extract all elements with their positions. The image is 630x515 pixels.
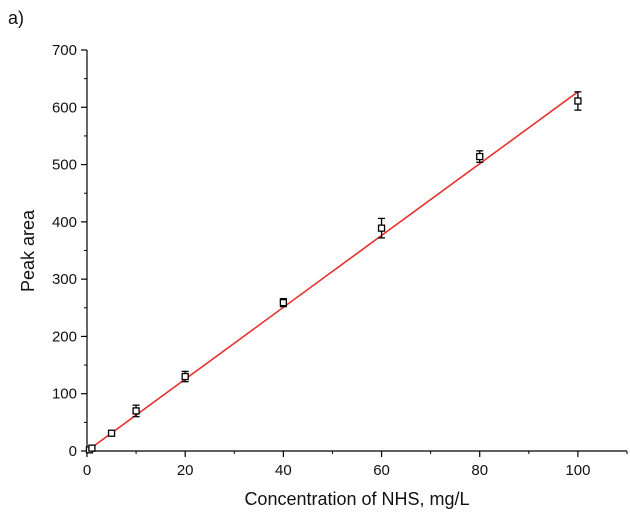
- data-point: [181, 370, 189, 383]
- x-tick-label: 100: [565, 462, 590, 479]
- y-tick-label: 700: [52, 42, 77, 59]
- y-tick-label: 100: [52, 386, 77, 403]
- y-axis-label: Peak area: [18, 209, 38, 292]
- square-marker: [377, 224, 386, 232]
- y-tick-label: 400: [52, 214, 77, 231]
- x-tick-label: 80: [471, 462, 488, 479]
- square-marker: [88, 444, 96, 452]
- x-tick-label: 40: [275, 462, 292, 479]
- y-tick-label: 600: [52, 99, 77, 116]
- tick-labels: 0 100 200 300 400 500 600 700 0 20 40 60 80 100: [52, 42, 590, 479]
- square-marker: [574, 97, 582, 105]
- axes: [81, 49, 628, 457]
- data-point: [88, 444, 96, 452]
- data-point: [107, 429, 116, 437]
- x-tick-label: 20: [177, 462, 194, 479]
- square-marker: [476, 152, 484, 161]
- data-point: [574, 91, 582, 111]
- x-tick-label: 0: [83, 462, 91, 479]
- y-tick-label: 0: [69, 443, 77, 460]
- data-point: [476, 150, 484, 163]
- x-axis-label: Concentration of NHS, mg/L: [244, 489, 469, 509]
- x-tick-label: 60: [373, 462, 390, 479]
- data-point: [377, 217, 386, 239]
- square-marker: [279, 298, 288, 307]
- y-tick-label: 300: [52, 271, 77, 288]
- fit-line: [86, 91, 579, 452]
- y-tick-label: 200: [52, 328, 77, 345]
- fit-line-layer: [86, 91, 579, 452]
- square-marker: [107, 429, 116, 437]
- panel-label: a): [8, 8, 24, 28]
- square-marker: [181, 372, 189, 381]
- square-marker: [132, 407, 140, 415]
- data-points: [85, 91, 582, 454]
- y-tick-label: 500: [52, 157, 77, 174]
- data-point: [279, 297, 288, 308]
- data-point: [132, 404, 140, 418]
